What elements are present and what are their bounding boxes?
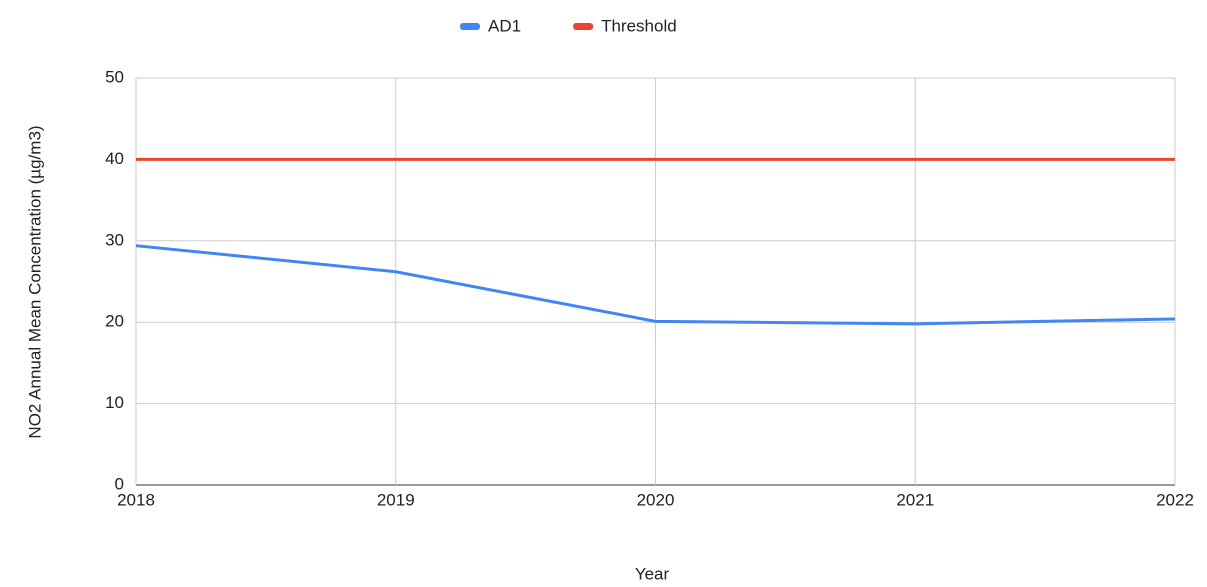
y-tick-label: 10 [105,393,124,412]
x-tick-label: 2021 [896,490,934,509]
legend-label: AD1 [488,16,521,35]
y-tick-label: 40 [105,149,124,168]
x-tick-label: 2018 [117,490,155,509]
legend-swatch [573,23,594,30]
x-axis-label: Year [635,564,670,583]
x-tick-label: 2022 [1156,490,1194,509]
series-line [135,244,1176,326]
y-tick-label: 50 [105,67,124,86]
x-tick-label: 2019 [377,490,415,509]
y-tick-label: 30 [105,230,124,249]
y-tick-label: 20 [105,312,124,331]
y-axis-label: NO2 Annual Mean Concentration (µg/m3) [25,125,44,438]
legend-label: Threshold [601,16,677,35]
legend-swatch [460,23,480,30]
x-tick-label: 2020 [637,490,675,509]
y-tick-label: 0 [115,474,124,493]
